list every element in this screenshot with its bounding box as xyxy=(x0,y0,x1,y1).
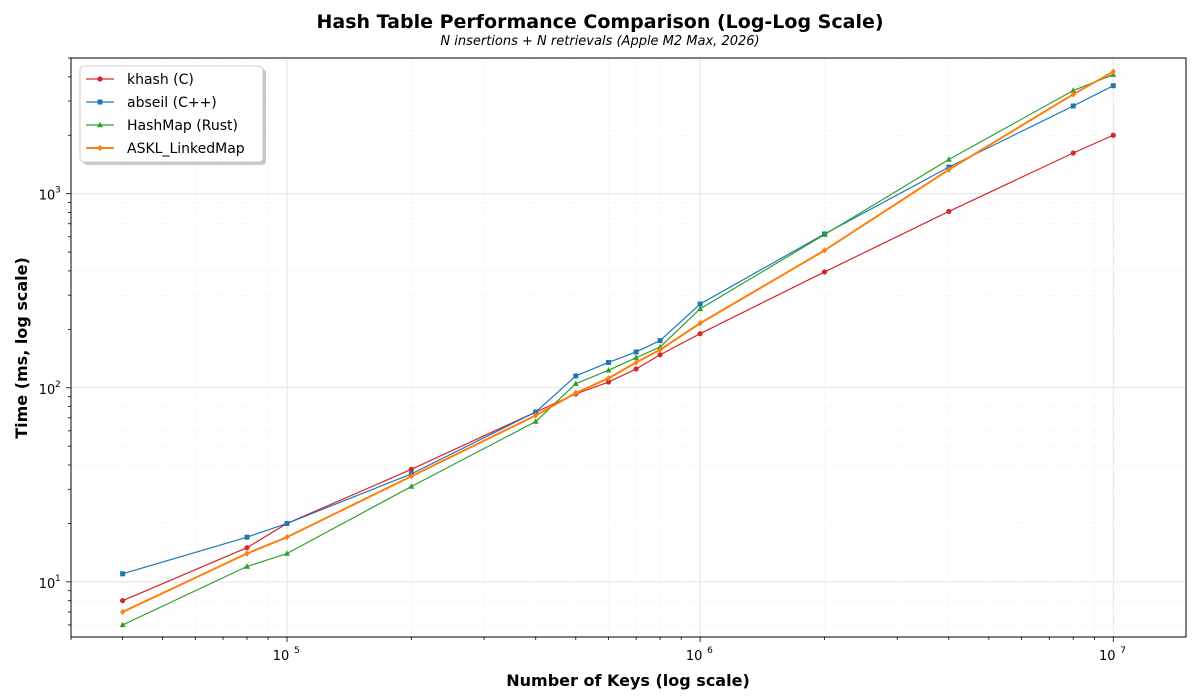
series-layer xyxy=(119,68,1117,628)
y-tick-label: 10 xyxy=(39,189,56,204)
legend-entry: khash (C) xyxy=(86,72,194,88)
y-tick-label-exponent: 1 xyxy=(55,574,61,584)
legend-box xyxy=(79,65,264,163)
data-point xyxy=(633,366,639,372)
data-point xyxy=(572,380,579,386)
data-point xyxy=(533,412,539,419)
data-point xyxy=(605,367,612,373)
data-point xyxy=(244,534,250,540)
legend-label: khash (C) xyxy=(127,72,194,88)
y-tick-label-exponent: 2 xyxy=(55,380,61,390)
y-axis-label: Time (ms, log scale) xyxy=(12,257,31,439)
data-point xyxy=(284,520,290,526)
data-point xyxy=(657,346,663,353)
data-point xyxy=(408,466,414,472)
data-point xyxy=(408,483,415,489)
x-tick-label: 10 xyxy=(273,649,290,664)
data-point xyxy=(821,247,828,254)
data-point xyxy=(1110,83,1116,89)
data-point xyxy=(284,550,291,556)
legend-label: abseil (C++) xyxy=(127,95,217,111)
data-point xyxy=(120,608,126,616)
legend-label: HashMap (Rust) xyxy=(127,118,238,134)
legend: khash (C) abseil (C++) HashMap (Rust) ASKL_… xyxy=(79,65,266,165)
series-ASKL_LinkedMap xyxy=(120,68,1116,616)
data-point xyxy=(97,99,103,105)
legend-entry: abseil (C++) xyxy=(86,95,217,111)
series-line xyxy=(122,70,1114,613)
axes-layer: 10 5 10 6 10 710 110 210 3 xyxy=(39,57,1187,664)
chart-title: Hash Table Performance Comparison (Log-L… xyxy=(316,11,884,33)
x-tick-label: 10 xyxy=(686,649,703,664)
data-point xyxy=(697,301,703,307)
y-tick-label-exponent: 3 xyxy=(55,186,61,196)
data-point xyxy=(97,76,103,82)
data-point xyxy=(946,166,952,173)
data-point xyxy=(284,533,290,541)
data-point xyxy=(244,545,250,551)
data-point xyxy=(605,359,611,365)
data-point xyxy=(605,375,612,382)
series-khash (C) xyxy=(120,132,1116,604)
series-line xyxy=(122,74,1114,626)
data-point xyxy=(657,352,663,358)
data-point xyxy=(633,349,639,355)
x-tick-label: 10 xyxy=(1099,649,1116,664)
x-tick-label-exponent: 7 xyxy=(1120,646,1126,656)
legend-entry: HashMap (Rust) xyxy=(86,118,238,134)
plot-frame xyxy=(70,57,1187,638)
data-point xyxy=(633,354,640,360)
x-tick-label-exponent: 5 xyxy=(294,646,300,656)
data-point xyxy=(97,144,103,152)
x-axis-label: Number of Keys (log scale) xyxy=(506,671,750,690)
data-point xyxy=(1070,91,1076,98)
data-point xyxy=(243,563,250,569)
y-tick-label: 10 xyxy=(39,577,56,592)
series-abseil (C++) xyxy=(120,83,1116,577)
data-point xyxy=(946,208,952,215)
series-line xyxy=(122,134,1114,602)
data-point xyxy=(1110,68,1116,75)
data-point xyxy=(119,621,126,628)
data-point xyxy=(120,598,126,604)
series-HashMap (Rust) xyxy=(119,71,1117,628)
data-point xyxy=(1070,150,1076,156)
series-line xyxy=(122,85,1114,575)
legend-entry: ASKL_LinkedMap xyxy=(86,141,245,157)
data-point xyxy=(657,338,663,344)
data-point xyxy=(573,389,579,397)
data-point xyxy=(1110,132,1116,138)
y-tick-label: 10 xyxy=(39,383,56,398)
data-point xyxy=(97,121,103,128)
data-point xyxy=(605,379,612,385)
data-point xyxy=(120,571,126,577)
data-point xyxy=(633,359,639,366)
data-point xyxy=(573,373,579,379)
data-point xyxy=(945,156,952,162)
data-point xyxy=(821,231,828,237)
data-point xyxy=(533,409,539,415)
chart-subtitle: N insertions + N retrievals (Apple M2 Ma… xyxy=(440,34,760,49)
data-point xyxy=(1070,103,1076,109)
x-tick-label-exponent: 6 xyxy=(707,646,713,656)
data-point xyxy=(244,550,250,557)
data-point xyxy=(532,418,539,424)
data-point xyxy=(408,473,414,480)
data-point xyxy=(697,320,703,327)
legend-label: ASKL_LinkedMap xyxy=(127,141,245,157)
data-point xyxy=(821,269,828,275)
data-point xyxy=(697,331,703,337)
data-point xyxy=(1070,87,1077,93)
data-point xyxy=(697,305,704,312)
